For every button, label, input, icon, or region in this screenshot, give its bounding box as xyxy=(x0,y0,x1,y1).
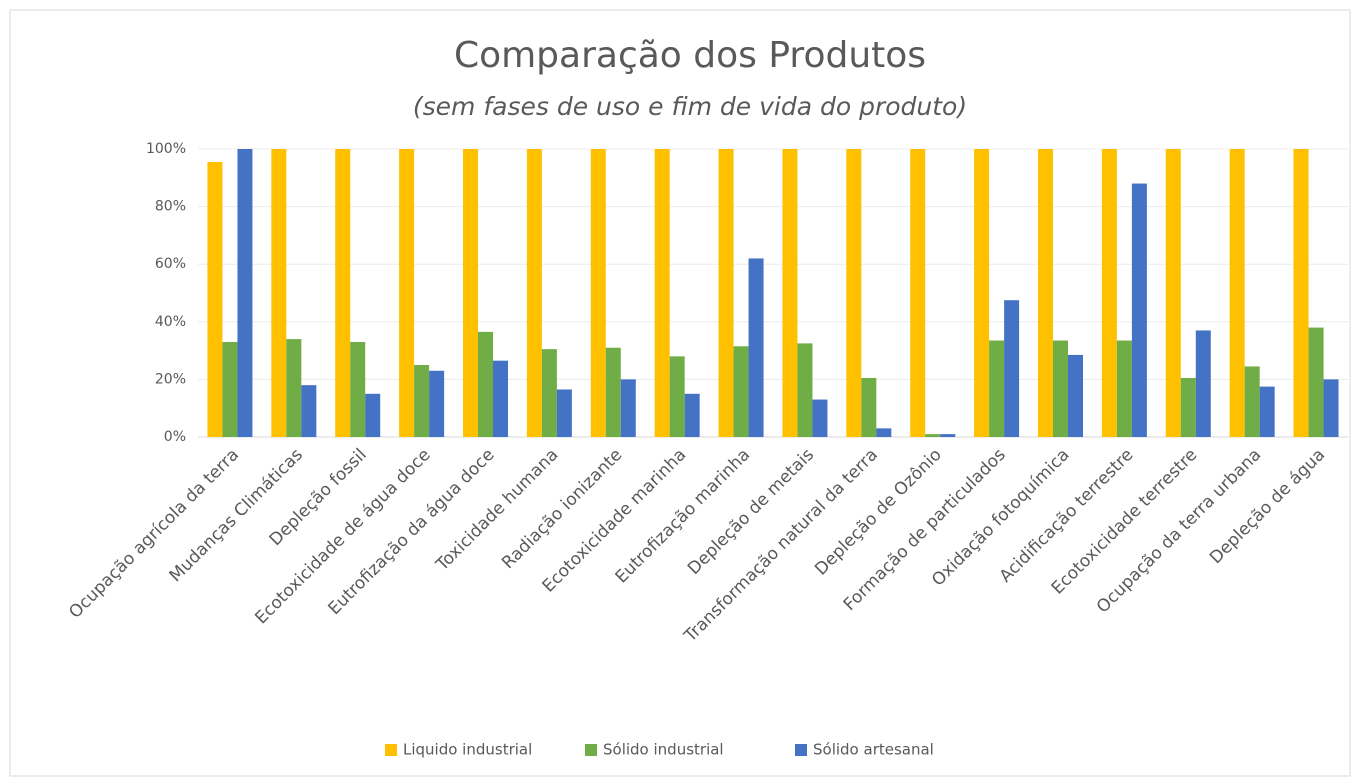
bar xyxy=(1165,149,1181,437)
bar xyxy=(365,393,381,437)
bar xyxy=(605,347,621,437)
bar xyxy=(654,149,670,437)
bar xyxy=(590,149,606,437)
bar xyxy=(414,365,430,437)
y-tick-label: 80% xyxy=(155,199,186,215)
bar xyxy=(620,379,636,437)
bar xyxy=(733,346,749,437)
chart-title: Comparação dos Produtos xyxy=(454,35,926,76)
bar xyxy=(876,428,892,437)
legend-swatch xyxy=(795,744,807,756)
bar xyxy=(861,377,877,437)
bar xyxy=(301,385,317,437)
legend-label: Sólido artesanal xyxy=(813,741,934,759)
bar xyxy=(797,343,813,437)
bar xyxy=(1293,149,1309,437)
bar xyxy=(1195,330,1211,437)
bar xyxy=(493,360,508,437)
bar xyxy=(1004,300,1020,437)
bar xyxy=(1180,377,1196,437)
y-tick-label: 40% xyxy=(155,314,186,330)
bar xyxy=(1038,149,1053,437)
bar xyxy=(207,161,223,437)
bar xyxy=(669,356,685,437)
bar xyxy=(429,370,445,437)
bar xyxy=(478,331,493,437)
y-tick-label: 0% xyxy=(164,429,186,445)
bar xyxy=(335,149,351,437)
bar xyxy=(222,341,238,437)
bar xyxy=(1131,183,1147,437)
bar xyxy=(782,149,798,437)
bar xyxy=(541,349,557,437)
bar xyxy=(350,341,366,437)
legend-label: Liquido industrial xyxy=(403,741,532,759)
legend-swatch xyxy=(385,744,397,756)
y-tick-label: 60% xyxy=(155,256,186,272)
bar xyxy=(526,149,542,437)
bar xyxy=(271,149,287,437)
legend-label: Sólido industrial xyxy=(603,741,724,759)
bar xyxy=(748,258,764,437)
bar xyxy=(910,149,926,437)
bar xyxy=(812,399,828,437)
bar xyxy=(1323,379,1339,437)
chart-subtitle: (sem fases de uso e fim de vida do produ… xyxy=(413,92,967,121)
bar xyxy=(1308,327,1324,437)
bar xyxy=(1259,386,1275,437)
bar xyxy=(974,149,990,437)
bar xyxy=(846,149,862,437)
legend-swatch xyxy=(585,744,597,756)
bar xyxy=(940,434,956,437)
bar xyxy=(1229,149,1245,437)
bar xyxy=(1244,366,1260,437)
bar xyxy=(989,340,1005,437)
y-tick-label: 100% xyxy=(146,141,186,157)
bar xyxy=(1101,149,1117,437)
bar xyxy=(556,389,572,437)
bar xyxy=(684,393,700,437)
bar xyxy=(1116,340,1132,437)
bar xyxy=(237,149,253,437)
bar xyxy=(925,434,941,437)
bar xyxy=(1053,340,1068,437)
bar xyxy=(286,339,302,437)
bar xyxy=(399,149,415,437)
bar xyxy=(718,149,734,437)
y-tick-label: 20% xyxy=(155,371,186,387)
bar xyxy=(1068,354,1083,437)
bar xyxy=(463,149,478,437)
